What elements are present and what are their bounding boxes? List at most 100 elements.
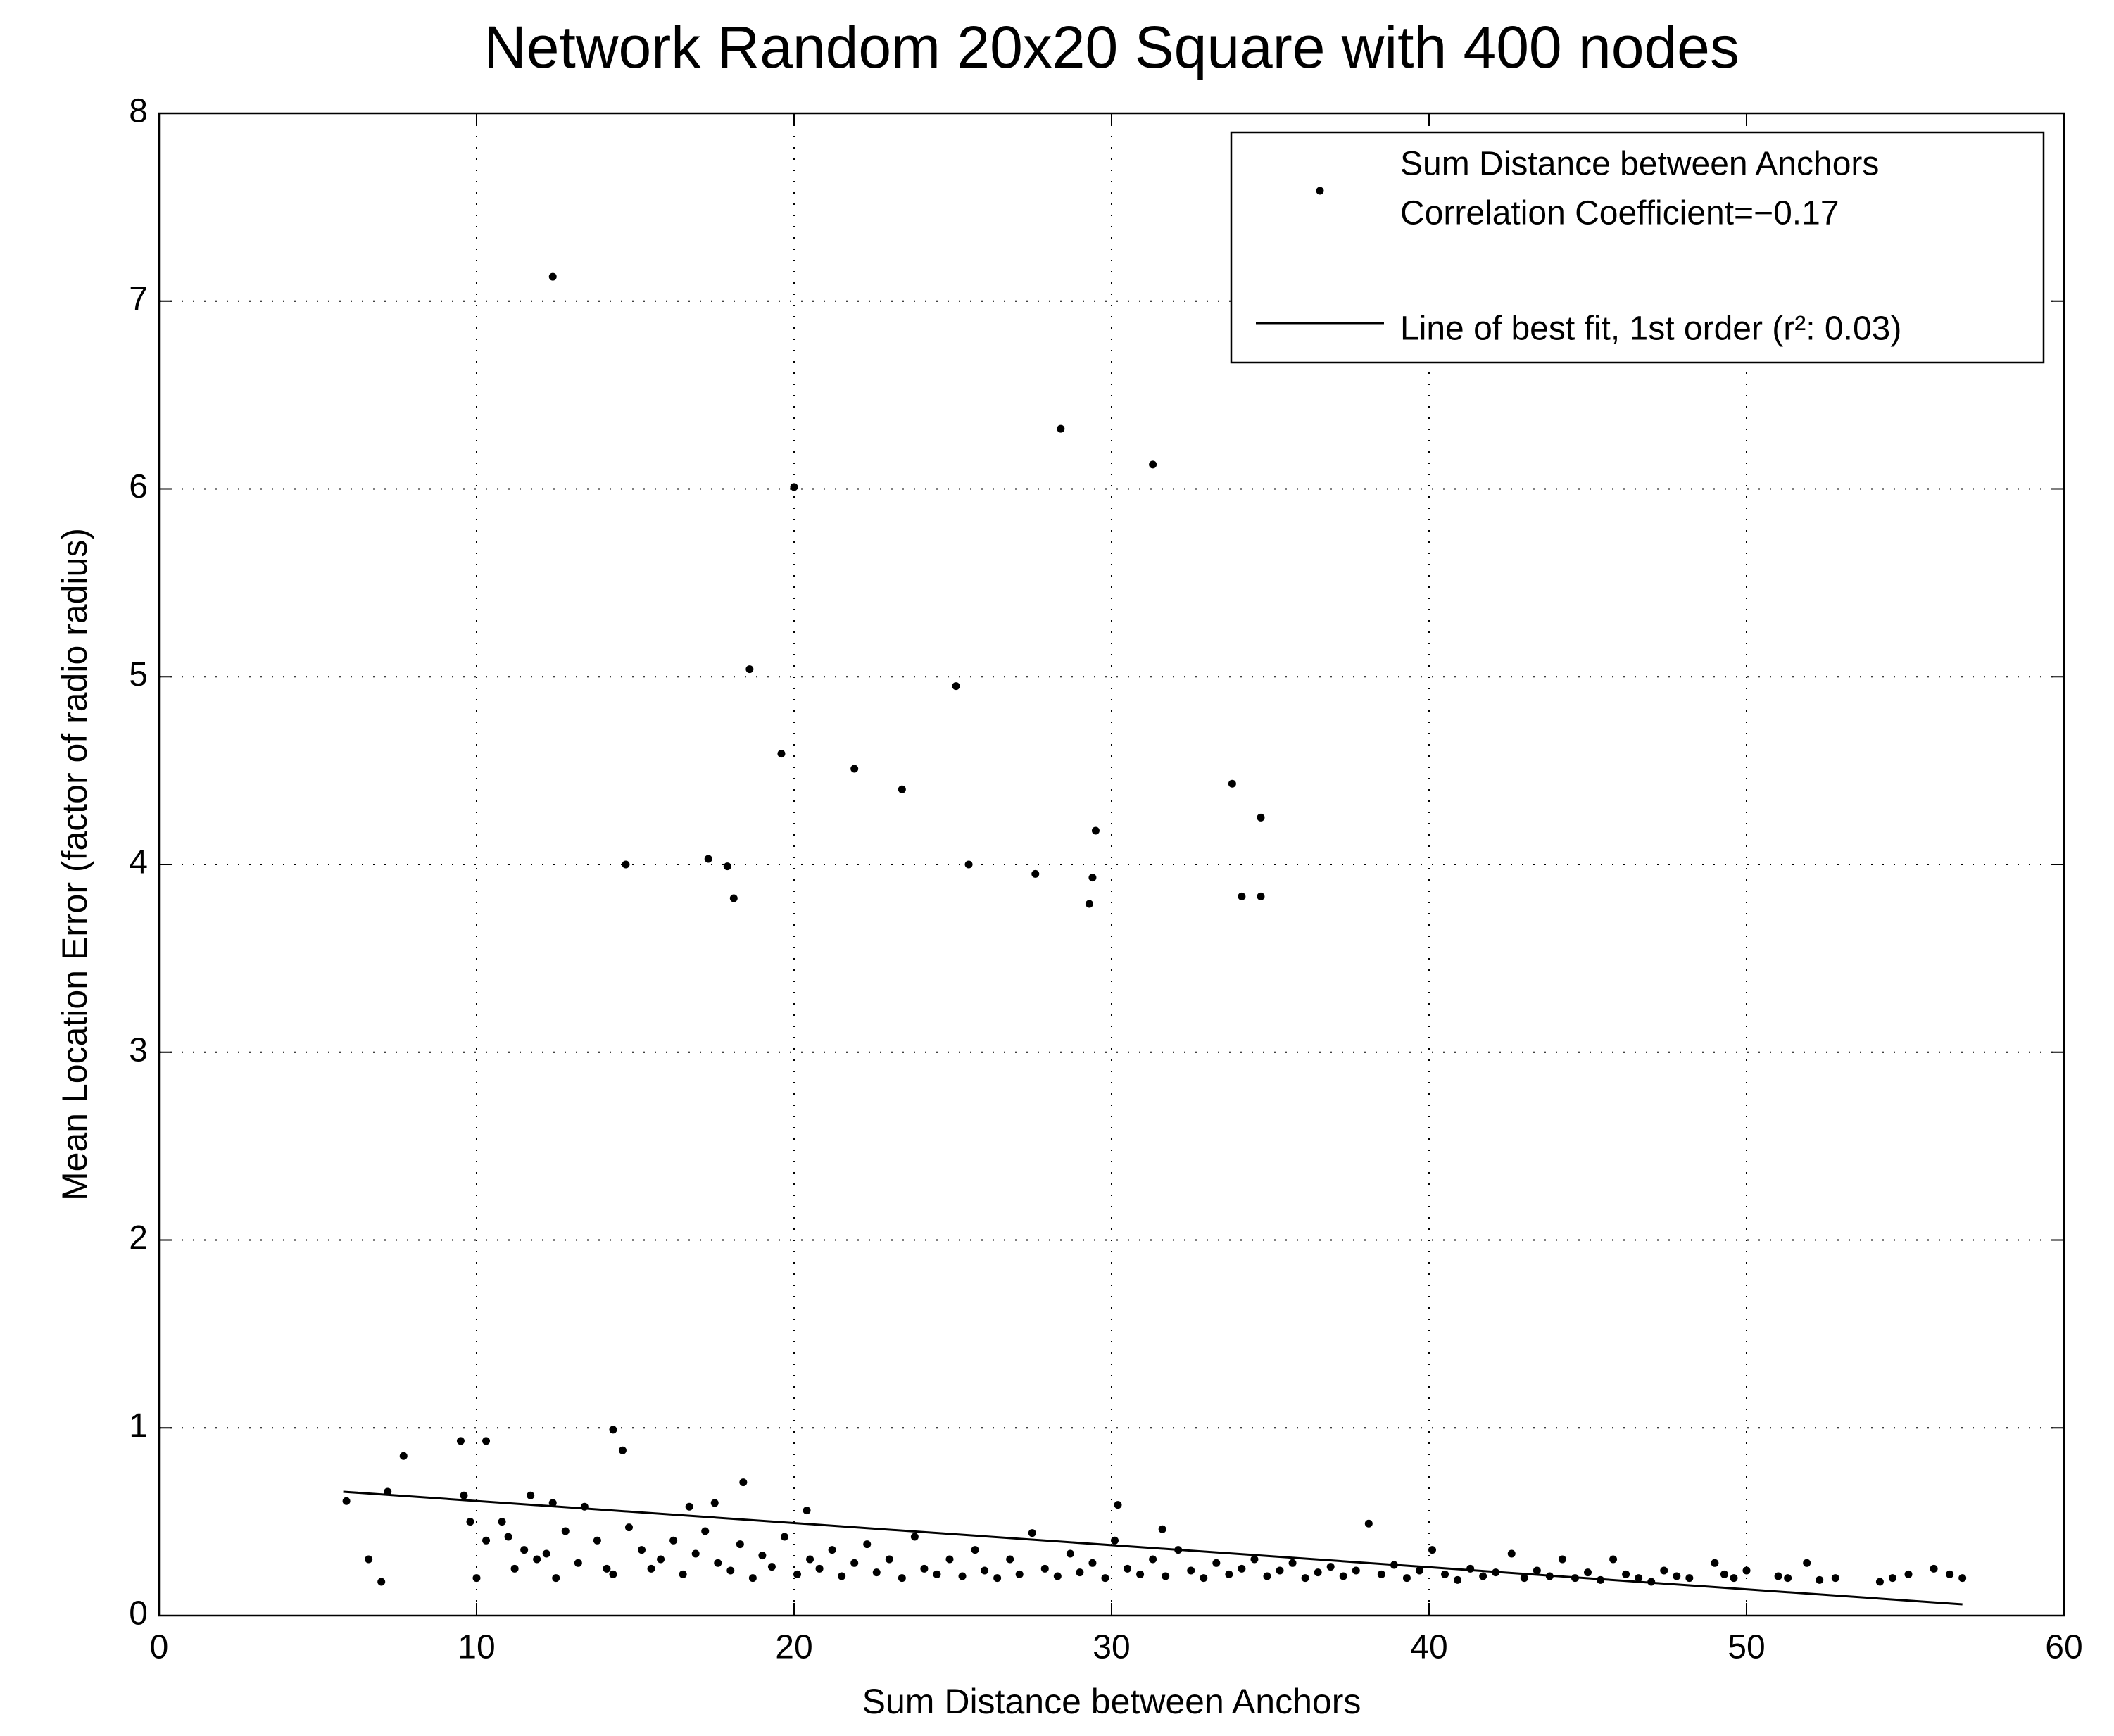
scatter-point <box>542 1549 550 1558</box>
scatter-point <box>624 1523 633 1532</box>
scatter-point <box>1136 1570 1145 1578</box>
x-tick-label: 60 <box>2045 1629 2082 1666</box>
fit-line <box>343 1490 1963 1606</box>
scatter-point <box>1212 1559 1221 1567</box>
scatter-point <box>1006 1555 1014 1564</box>
scatter-point <box>1720 1570 1728 1578</box>
scatter-point <box>1228 779 1236 788</box>
scatter-point <box>638 1546 646 1554</box>
scatter-point <box>1958 1574 1967 1583</box>
scatter-point <box>603 1564 611 1573</box>
x-tick-label: 0 <box>150 1629 169 1666</box>
y-tick-label: 8 <box>129 93 148 130</box>
scatter-point <box>1673 1572 1681 1580</box>
scatter-point <box>1187 1566 1195 1575</box>
scatter-point <box>850 765 859 773</box>
scatter-point <box>618 1446 627 1454</box>
scatter-point <box>701 1527 710 1535</box>
scatter-point <box>872 1568 881 1577</box>
scatter-point <box>466 1518 474 1526</box>
scatter-point <box>1225 1570 1233 1578</box>
scatter-point <box>482 1437 491 1445</box>
scatter-point <box>910 1533 919 1541</box>
y-tick-label: 6 <box>129 468 148 505</box>
scatter-point <box>803 1507 811 1515</box>
scatter-point <box>1831 1574 1839 1583</box>
scatter-point <box>548 1499 557 1507</box>
x-tick-label: 30 <box>1093 1629 1130 1666</box>
y-axis-label: Mean Location Error (factor of radio rad… <box>55 528 94 1201</box>
x-axis-label: Sum Distance between Anchors <box>862 1682 1361 1721</box>
scatter-point <box>1276 1566 1284 1575</box>
scatter-point <box>1415 1566 1423 1575</box>
scatter-point <box>1479 1572 1487 1580</box>
scatter-point <box>1816 1575 1824 1584</box>
scatter-point <box>758 1552 767 1560</box>
scatter-point <box>920 1564 929 1573</box>
legend-annotation: Correlation Coefficient=−0.17 <box>1400 195 1839 232</box>
scatter-point <box>993 1574 1002 1583</box>
scatter-point <box>1584 1568 1592 1577</box>
scatter-point <box>1888 1574 1896 1583</box>
scatter-point <box>1441 1570 1449 1578</box>
scatter-point <box>520 1546 529 1554</box>
scatter-point <box>723 862 731 871</box>
scatter-point <box>456 1437 465 1445</box>
scatter-point <box>1364 1519 1373 1528</box>
scatter-point <box>1533 1566 1541 1575</box>
scatter-point <box>1250 1555 1259 1564</box>
scatter-point <box>1635 1574 1643 1583</box>
x-tick-label: 40 <box>1410 1629 1447 1666</box>
scatter-point <box>981 1566 989 1575</box>
scatter-point <box>952 682 960 691</box>
scatter-point <box>533 1555 541 1564</box>
scatter-point <box>729 894 738 902</box>
scatter-point <box>1730 1574 1738 1583</box>
scatter-point <box>704 855 712 863</box>
scatter-point <box>1238 1564 1246 1573</box>
scatter-point <box>964 860 973 869</box>
scatter-point <box>377 1578 386 1586</box>
scatter-point <box>472 1574 481 1583</box>
scatter-point <box>1520 1574 1528 1583</box>
scatter-point <box>971 1546 979 1554</box>
scatter-point <box>1076 1568 1084 1577</box>
scatter-point <box>780 1533 788 1541</box>
scatter-point <box>1091 826 1100 835</box>
scatter-point <box>342 1497 351 1505</box>
scatter-point <box>898 1574 906 1583</box>
scatter-point <box>1149 1555 1157 1564</box>
scatter-point <box>1101 1574 1109 1583</box>
scatter-point <box>669 1536 678 1545</box>
scatter-point <box>850 1559 859 1567</box>
scatter-point <box>504 1533 512 1541</box>
scatter-point <box>1803 1559 1811 1567</box>
scatter-point <box>1028 1529 1036 1537</box>
scatter-point <box>726 1566 735 1575</box>
scatter-point <box>1930 1564 1938 1573</box>
scatter-point <box>609 1570 617 1578</box>
scatter-point <box>609 1426 617 1434</box>
y-tick-label: 7 <box>129 280 148 317</box>
scatter-point <box>863 1540 872 1549</box>
scatter-point <box>552 1574 560 1583</box>
scatter-point <box>679 1570 687 1578</box>
scatter-point <box>714 1559 722 1567</box>
scatter-point <box>1066 1549 1074 1558</box>
scatter-point <box>1085 900 1093 908</box>
y-tick-label: 2 <box>129 1219 148 1257</box>
scatter-point <box>1377 1570 1385 1578</box>
scatter-point <box>736 1540 744 1549</box>
scatter-point <box>657 1555 665 1564</box>
scatter-point <box>647 1564 655 1573</box>
legend-label: Line of best fit, 1st order (r²: 0.03) <box>1400 310 1901 348</box>
scatter-point <box>1088 874 1097 882</box>
scatter-point <box>838 1572 846 1580</box>
scatter-point <box>1609 1555 1618 1564</box>
y-tick-label: 0 <box>129 1595 148 1633</box>
scatter-point <box>1149 460 1157 469</box>
scatter-point <box>365 1555 373 1564</box>
y-tick-label: 5 <box>129 656 148 693</box>
scatter-point <box>510 1564 519 1573</box>
x-tick-label: 20 <box>775 1629 812 1666</box>
